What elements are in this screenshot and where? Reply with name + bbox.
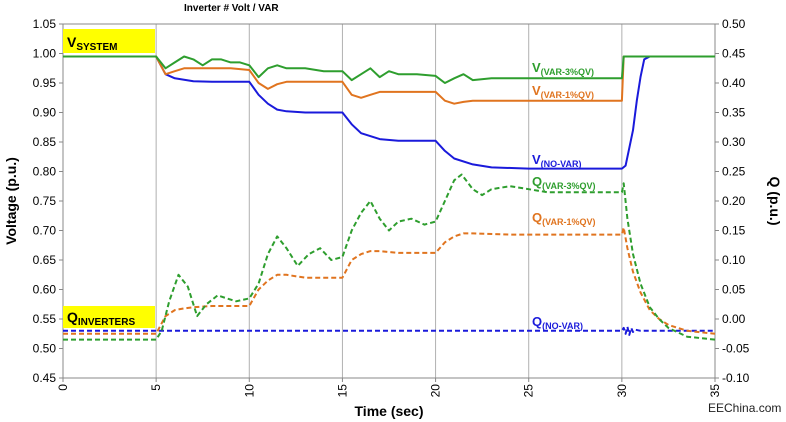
series-group — [63, 55, 716, 341]
x-tick-label: 35 — [708, 384, 722, 398]
y2-tick-label: 0.25 — [722, 165, 746, 179]
series-line-q-var-3-qv — [63, 173, 716, 341]
x-tick-label: 30 — [615, 384, 629, 398]
annotation-box-system — [63, 29, 155, 53]
x-ticks: 0 5 10 15 20 25 30 35 — [56, 378, 722, 397]
series-line-q-var-1-qv — [63, 226, 716, 335]
series-labels: V(VAR-3%QV) V(VAR-1%QV) V(NO-VAR) Q(VAR-3%Q… — [532, 60, 595, 331]
series-line-q-no-var — [63, 325, 715, 336]
y-ticks: 0.45 0.50 0.55 0.60 0.65 0.70 0.75 0.80 0.85 0.90… — [33, 17, 63, 385]
y2-tick-label: 0.15 — [722, 224, 746, 238]
y-tick-label: 0.90 — [33, 106, 57, 120]
series-line-v-var-3-qv — [63, 55, 715, 84]
x-tick-label: 5 — [149, 384, 163, 391]
y-tick-label: 0.50 — [33, 342, 57, 356]
annotation-boxes: VSYSTEM QINVERTERS — [63, 29, 155, 328]
annotation-box-label: VSYSTEM — [67, 34, 117, 53]
series-label-v-var-1-qv: V(VAR-1%QV) — [532, 83, 594, 100]
y-tick-label: 0.55 — [33, 312, 57, 326]
y-tick-label: 0.70 — [33, 224, 57, 238]
y-tick-label: 0.45 — [33, 371, 57, 385]
y2-tick-label: 0.50 — [722, 17, 746, 31]
y-tick-label: 0.95 — [33, 76, 57, 90]
series-label-v-var-3-qv: V(VAR-3%QV) — [532, 60, 594, 77]
y2-tick-label: 0.45 — [722, 47, 746, 61]
y2-tick-label: 0.20 — [722, 194, 746, 208]
y-axis-title: Voltage (p.u.) — [3, 157, 19, 245]
y2-tick-label: 0.10 — [722, 253, 746, 267]
x-axis-title: Time (sec) — [355, 403, 424, 419]
series-line-v-var-1-qv — [63, 55, 715, 105]
series-label-q-no-var: Q(NO-VAR) — [532, 314, 583, 331]
x-tick-label: 10 — [242, 384, 256, 398]
series-label-q-var-3-qv: Q(VAR-3%QV) — [532, 174, 595, 191]
series-label-v-no-var: V(NO-VAR) — [532, 152, 582, 169]
x-tick-label: 15 — [335, 384, 349, 398]
y2-tick-label: 0.40 — [722, 76, 746, 90]
y-tick-label: 0.75 — [33, 194, 57, 208]
y2-tick-label: 0.05 — [722, 283, 746, 297]
annotation-box-label: QINVERTERS — [67, 309, 135, 328]
y2-tick-label: 0.35 — [722, 106, 746, 120]
y-tick-label: 1.00 — [33, 47, 57, 61]
y2-ticks: -0.10 -0.05 0.00 0.05 0.10 0.15 0.20 0.25 0.30 0.… — [715, 17, 750, 385]
y-tick-label: 0.60 — [33, 283, 57, 297]
y-tick-label: 0.80 — [33, 165, 57, 179]
series-label-q-var-1-qv: Q(VAR-1%QV) — [532, 210, 595, 227]
y-tick-label: 0.65 — [33, 253, 57, 267]
y2-tick-label: -0.05 — [722, 342, 750, 356]
chart-title: Inverter # Volt / VAR — [184, 3, 279, 14]
y2-axis-title: Q (p.u.) — [767, 177, 783, 226]
x-tick-label: 0 — [56, 384, 70, 391]
watermark: EEChina.com — [708, 401, 781, 415]
y2-tick-label: -0.10 — [722, 371, 750, 385]
x-tick-label: 25 — [522, 384, 536, 398]
series-line-v-no-var — [63, 55, 715, 170]
y-tick-label: 0.85 — [33, 135, 57, 149]
y2-tick-label: 0.00 — [722, 312, 746, 326]
annotation-box-inverters — [63, 306, 155, 328]
plot-area — [62, 23, 716, 379]
y-tick-label: 1.05 — [33, 17, 57, 31]
y2-tick-label: 0.30 — [722, 135, 746, 149]
x-tick-label: 20 — [429, 384, 443, 398]
